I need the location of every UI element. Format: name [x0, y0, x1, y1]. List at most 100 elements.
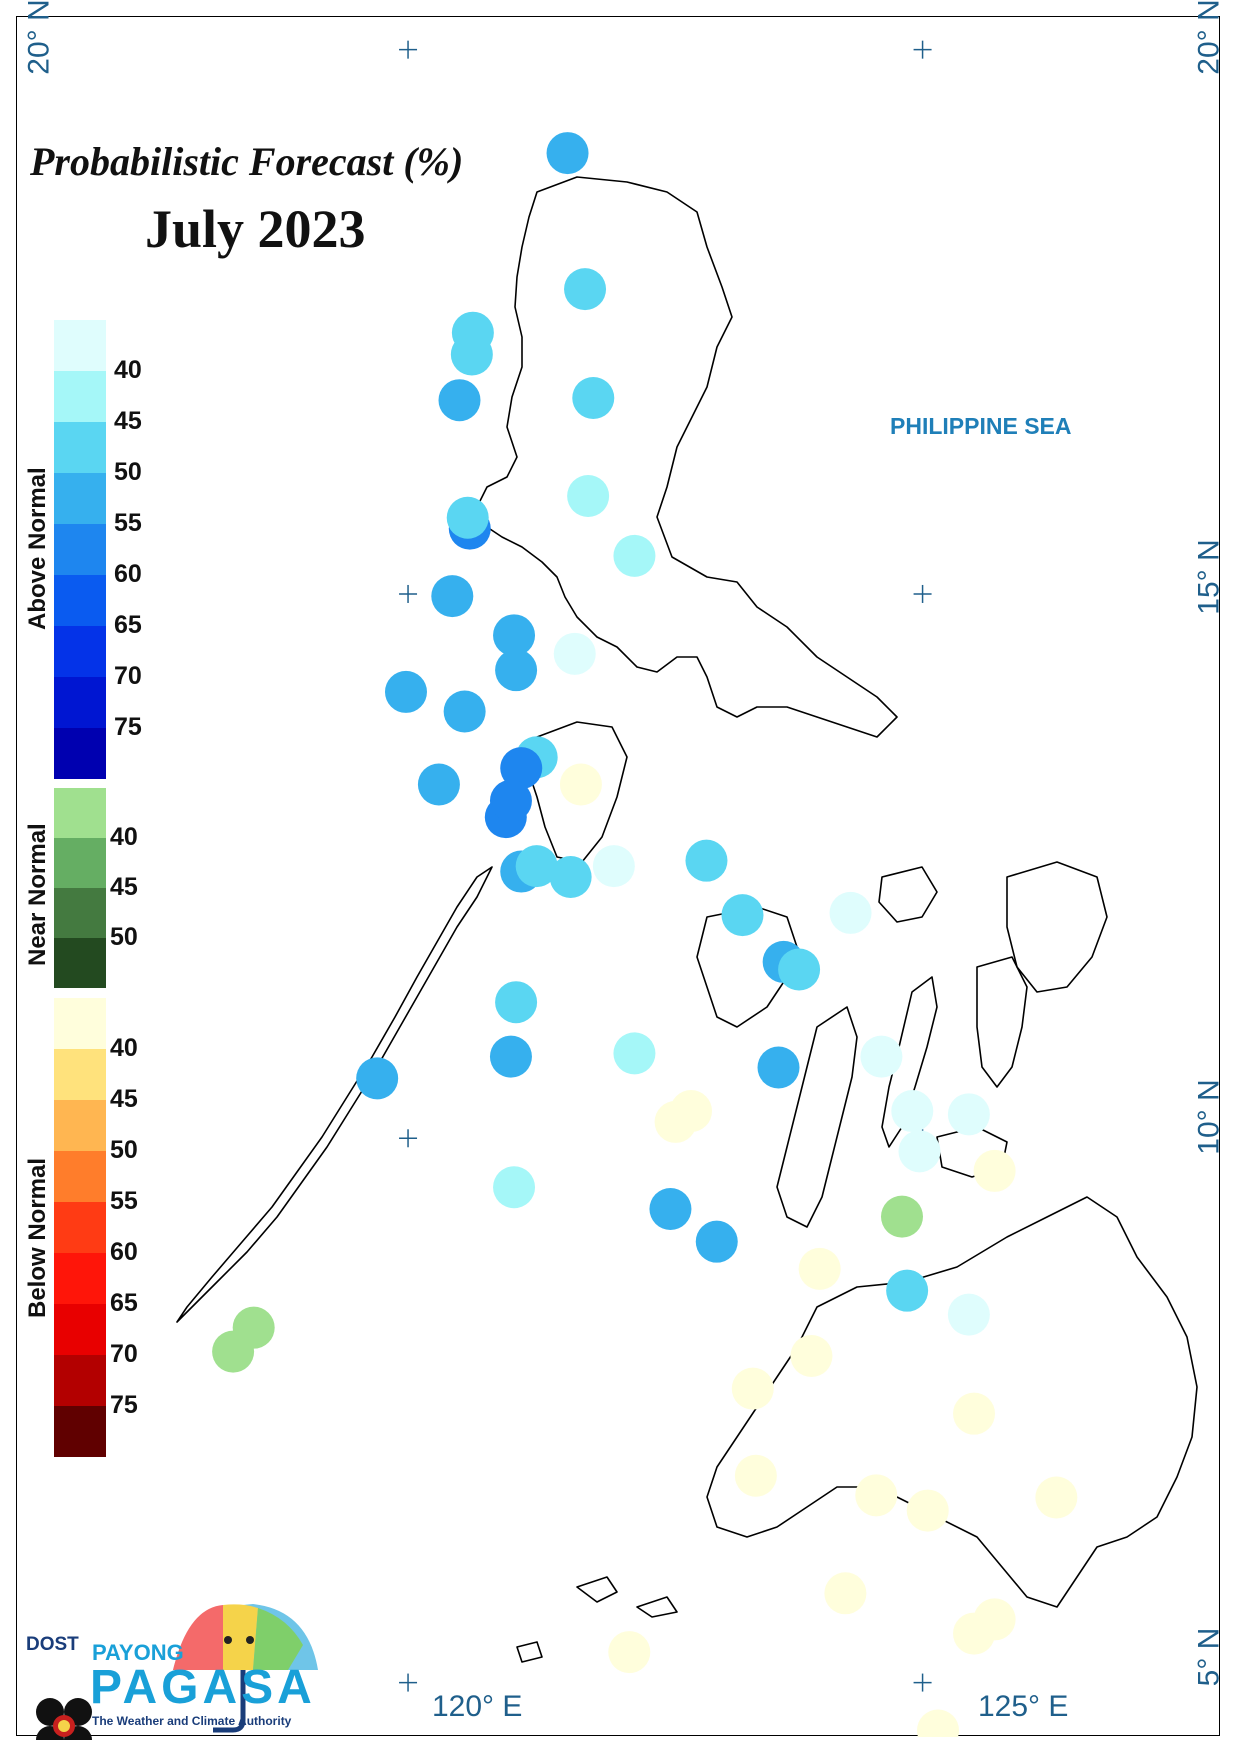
map-canvas	[176, 40, 1198, 1737]
station-marker	[493, 614, 536, 657]
lon-label-125: 125° E	[978, 1690, 1069, 1723]
coastline-panay	[696, 906, 798, 1028]
station-marker	[917, 1709, 960, 1737]
station-marker	[384, 670, 427, 713]
station-marker	[685, 839, 728, 882]
lat-label-15-right: 15° N	[1192, 539, 1226, 615]
legend-tick-label: 60	[114, 560, 142, 588]
legend-swatch	[54, 677, 106, 728]
legend-near-label: Near Normal	[24, 823, 51, 966]
station-marker	[898, 1130, 941, 1173]
station-marker	[546, 132, 589, 175]
legend-tick-label: 65	[110, 1289, 138, 1317]
station-marker	[431, 575, 474, 618]
station-marker	[1035, 1476, 1078, 1519]
legend-tick-label: 70	[114, 662, 142, 690]
legend-swatch	[54, 473, 106, 524]
station-marker	[973, 1149, 1016, 1192]
station-marker	[515, 845, 558, 888]
stations	[212, 132, 1078, 1737]
station-marker	[553, 632, 596, 675]
map-frame	[16, 16, 1220, 1737]
station-marker	[450, 333, 493, 376]
station-marker	[559, 763, 602, 806]
station-marker	[446, 496, 489, 539]
legend-swatch	[54, 938, 106, 988]
legend-tick-label: 50	[110, 1136, 138, 1164]
coastline-masbate	[878, 866, 938, 923]
station-marker	[824, 1572, 867, 1615]
station-marker	[489, 1035, 532, 1078]
station-marker	[953, 1612, 996, 1655]
legend-above-label: Above Normal	[24, 467, 51, 630]
station-marker	[886, 1269, 929, 1312]
legend-tick-label: 75	[114, 713, 142, 741]
legend-tick-label: 40	[110, 1034, 138, 1062]
dost-text: DOST	[26, 1634, 79, 1655]
legend-swatch	[54, 788, 106, 838]
legend-swatch	[54, 998, 106, 1049]
coastline-luzon	[476, 176, 898, 738]
station-marker	[564, 268, 607, 311]
pagasa-text: PAGASA	[90, 1661, 316, 1714]
legend-swatch	[54, 1304, 106, 1355]
station-marker	[860, 1035, 903, 1078]
legend-tick-label: 75	[110, 1391, 138, 1419]
legend-swatch	[54, 422, 106, 473]
station-marker	[947, 1093, 990, 1136]
payong-text: PAYONG	[92, 1640, 184, 1665]
coastlines	[176, 176, 1198, 1663]
legend-tick-label: 65	[114, 611, 142, 639]
coastline-mindoro	[526, 721, 628, 863]
station-marker	[495, 981, 538, 1024]
legend-tick-label: 50	[110, 923, 138, 951]
station-marker	[212, 1330, 255, 1373]
legend-swatch	[54, 575, 106, 626]
legend-swatch	[54, 1151, 106, 1202]
dost-emblem-icon	[36, 1698, 92, 1740]
station-marker	[356, 1057, 399, 1100]
map-title: Probabilistic Forecast (%)	[30, 139, 464, 184]
station-marker	[778, 948, 821, 991]
station-marker	[549, 856, 592, 898]
legend-tick-label: 45	[114, 407, 142, 435]
station-marker	[592, 845, 635, 888]
legend-tick-label: 55	[110, 1187, 138, 1215]
tagline: The Weather and Climate Authority	[92, 1714, 292, 1728]
station-marker	[567, 474, 610, 517]
legend-tick-label: 55	[114, 509, 142, 537]
pagasa-logo	[36, 1604, 318, 1740]
station-marker	[613, 1032, 656, 1075]
legend-swatch	[54, 524, 106, 575]
legend-swatch	[54, 371, 106, 422]
station-marker	[438, 379, 481, 422]
station-marker	[855, 1474, 898, 1517]
station-marker	[608, 1631, 651, 1674]
legend-swatch	[54, 626, 106, 677]
coastline-palawan	[176, 866, 493, 1323]
legend-tick-label: 45	[110, 1085, 138, 1113]
station-marker	[493, 1166, 536, 1209]
station-marker	[947, 1293, 990, 1336]
coastline-mindanao	[706, 1196, 1198, 1608]
station-marker	[798, 1247, 841, 1290]
lat-label-20-left: 20° N	[22, 0, 56, 75]
legend-swatch	[54, 728, 106, 779]
station-marker	[613, 534, 656, 577]
legend-tick-label: 40	[110, 823, 138, 851]
station-marker	[880, 1195, 923, 1238]
station-marker	[572, 377, 615, 420]
station-marker	[721, 894, 764, 937]
station-marker	[443, 690, 486, 733]
lat-label-5-right: 5° N	[1192, 1627, 1226, 1687]
legend-swatch	[54, 838, 106, 888]
legend-tick-label: 45	[110, 873, 138, 901]
station-marker	[891, 1090, 934, 1133]
station-marker	[500, 747, 543, 790]
legend-swatch	[54, 1406, 106, 1457]
legend-swatch	[54, 1049, 106, 1100]
legend-tick-label: 70	[110, 1340, 138, 1368]
coastline-leyte	[976, 956, 1028, 1088]
station-marker	[731, 1367, 774, 1410]
legend-tick-label: 50	[114, 458, 142, 486]
